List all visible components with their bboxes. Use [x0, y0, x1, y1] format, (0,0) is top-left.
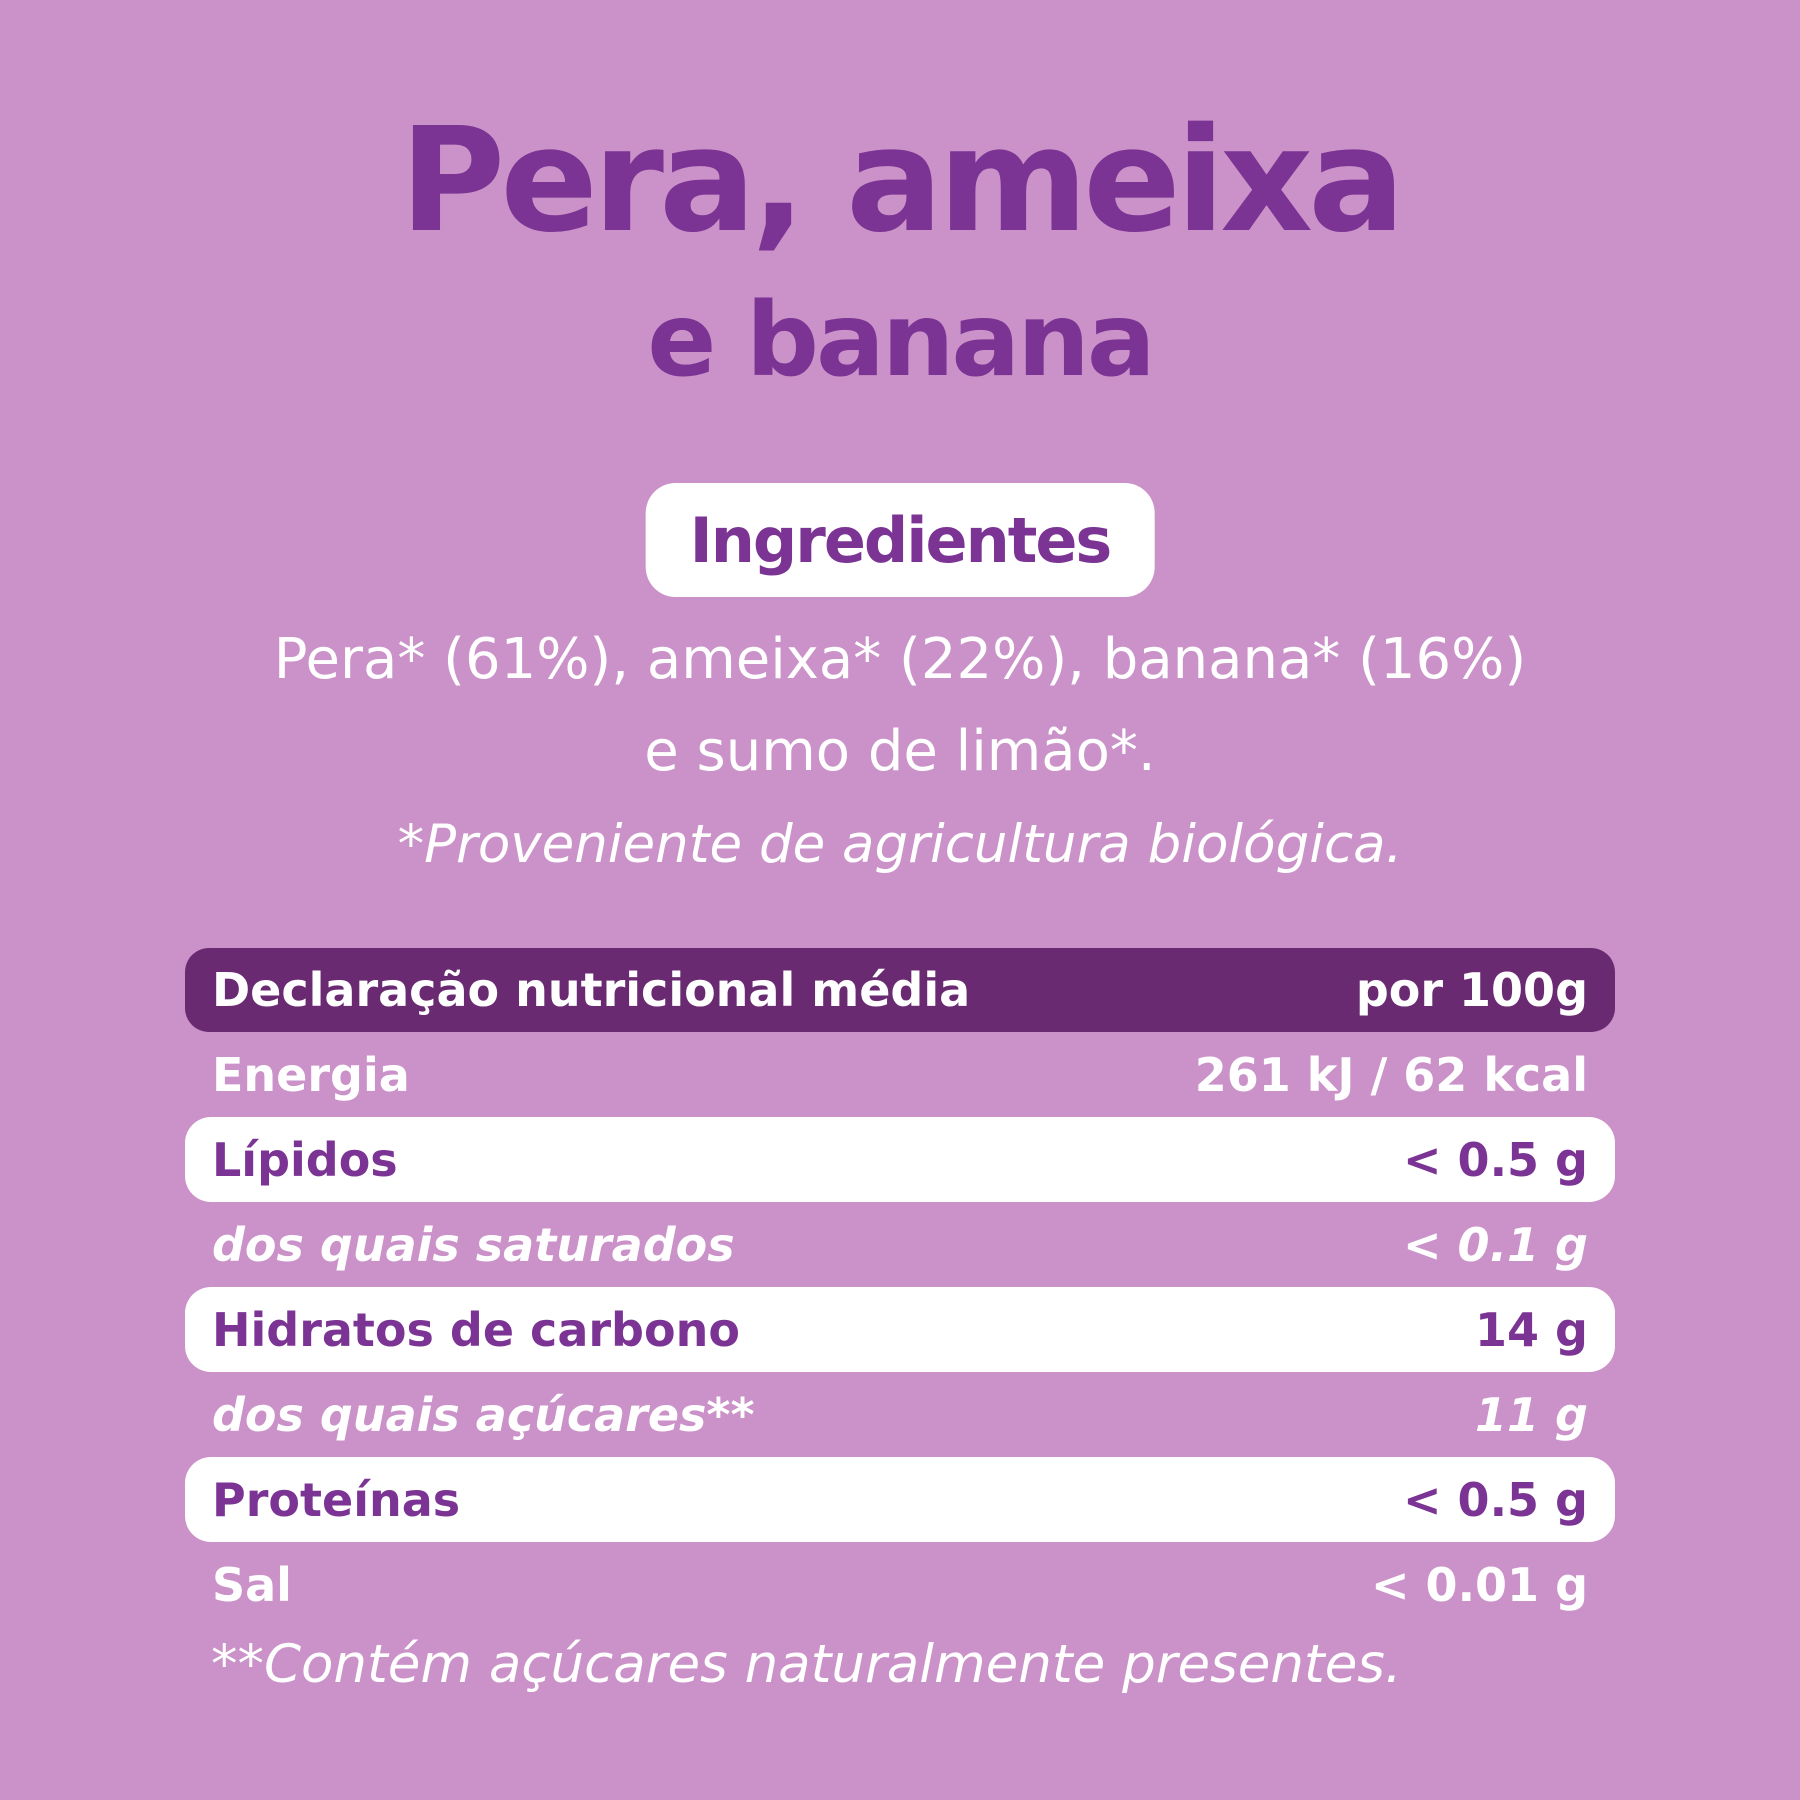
nutrition-label: dos quais açúcares**: [212, 1387, 755, 1442]
ingredients-line-2: e sumo de limão*.: [644, 719, 1156, 784]
nutrition-label: Lípidos: [212, 1132, 398, 1187]
ingredients-badge-label: Ingredientes: [689, 503, 1113, 577]
ingredients-line-1: Pera* (61%), ameixa* (22%), banana* (16%…: [273, 627, 1527, 692]
nutrition-header-unit: por 100g: [1355, 963, 1588, 1017]
ingredients-badge: Ingredientes: [645, 483, 1155, 597]
product-title-line2: e banana: [647, 281, 1155, 400]
nutrition-value: < 0.5 g: [1403, 1472, 1588, 1527]
nutrition-row-saturados: dos quais saturados < 0.1 g: [185, 1202, 1615, 1287]
nutrition-row-hidratos: Hidratos de carbono 14 g: [185, 1287, 1615, 1372]
nutrition-label: Energia: [212, 1047, 410, 1102]
nutrition-value: 11 g: [1475, 1387, 1588, 1442]
nutrition-row-proteinas: Proteínas < 0.5 g: [185, 1457, 1615, 1542]
nutrition-value: 14 g: [1475, 1302, 1588, 1357]
nutrition-header-label: Declaração nutricional média: [212, 963, 971, 1017]
nutrition-label: Sal: [212, 1557, 292, 1612]
nutrition-value: < 0.5 g: [1403, 1132, 1588, 1187]
nutrition-value: 261 kJ / 62 kcal: [1194, 1047, 1588, 1102]
nutrition-table: Declaração nutricional média por 100g En…: [185, 948, 1615, 1627]
nutrition-row-acucares: dos quais açúcares** 11 g: [185, 1372, 1615, 1457]
sugars-footnote: **Contém açúcares naturalmente presentes…: [211, 1634, 1402, 1695]
nutrition-row-sal: Sal < 0.01 g: [185, 1542, 1615, 1627]
nutrition-label: dos quais saturados: [212, 1217, 735, 1272]
nutrition-label: Hidratos de carbono: [212, 1302, 740, 1357]
nutrition-label: Proteínas: [212, 1472, 461, 1527]
nutrition-value: < 0.01 g: [1371, 1557, 1588, 1612]
nutrition-row-energia: Energia 261 kJ / 62 kcal: [185, 1032, 1615, 1117]
ingredients-organic-note: *Proveniente de agricultura biológica.: [397, 814, 1403, 875]
nutrition-header-row: Declaração nutricional média por 100g: [185, 948, 1615, 1032]
nutrition-row-lipidos: Lípidos < 0.5 g: [185, 1117, 1615, 1202]
nutrition-value: < 0.1 g: [1403, 1217, 1588, 1272]
product-title-line1: Pera, ameixa: [399, 96, 1406, 264]
